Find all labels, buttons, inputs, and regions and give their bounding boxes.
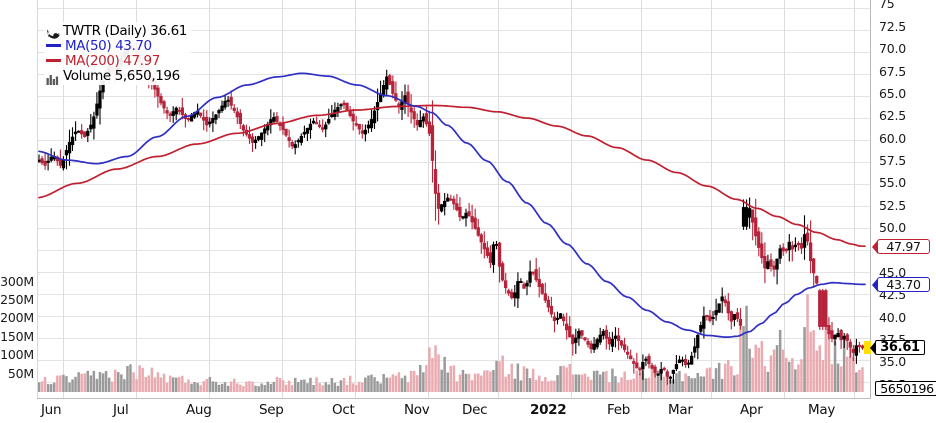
price-tick-75: 75 bbox=[879, 0, 895, 12]
time-tick-may: May bbox=[808, 402, 836, 418]
time-tick-mar: Mar bbox=[668, 402, 693, 418]
last-price-value: 36.61 bbox=[880, 340, 920, 356]
price-tick-50-0: 50.0 bbox=[879, 220, 907, 236]
plot-right-border bbox=[870, 0, 871, 398]
volume-tick-250M: 250M bbox=[0, 292, 34, 307]
volume-bars-icon bbox=[46, 70, 60, 85]
ma50-line bbox=[38, 72, 866, 338]
plot-area[interactable] bbox=[37, 0, 870, 398]
time-tick-sep: Sep bbox=[259, 402, 284, 418]
legend-ma200-label: MA(200) 47.97 bbox=[65, 52, 160, 69]
time-tick-feb: Feb bbox=[607, 402, 631, 418]
chart-legend: TWTR (Daily) 36.61 MA(50) 43.70 MA(200) … bbox=[44, 22, 191, 85]
volume-tick-100M: 100M bbox=[0, 347, 34, 363]
plot-bottom-border bbox=[37, 398, 871, 399]
volume-tick-200M: 200M bbox=[0, 310, 34, 326]
price-tick-72-5: 72.5 bbox=[879, 18, 907, 34]
time-tick-nov: Nov bbox=[404, 402, 430, 418]
legend-ma50-label: MA(50) 43.70 bbox=[65, 37, 152, 54]
legend-row-ma50[interactable]: MA(50) 43.70 bbox=[46, 37, 187, 54]
last-price-highlight bbox=[864, 341, 871, 355]
ma200-line bbox=[38, 104, 866, 248]
time-tick-aug: Aug bbox=[186, 402, 212, 418]
price-tick-55-0: 55.0 bbox=[879, 175, 907, 191]
plot-left-border bbox=[37, 0, 38, 398]
ma200-price-tag: 47.97 bbox=[872, 238, 930, 254]
ma50-price-tag: 43.70 bbox=[872, 276, 930, 292]
price-tick-40-0: 40.0 bbox=[879, 309, 907, 325]
price-tick-65-0: 65.0 bbox=[879, 85, 907, 101]
volume-tag-pointer-icon bbox=[875, 382, 876, 396]
volume-tick-150M: 150M bbox=[0, 328, 34, 344]
time-tick-apr: Apr bbox=[740, 402, 763, 418]
volume-bars bbox=[37, 294, 864, 392]
price-tick-62-5: 62.5 bbox=[879, 108, 907, 124]
legend-row-symbol[interactable]: TWTR (Daily) 36.61 bbox=[46, 22, 187, 39]
ma200-tag-value: 47.97 bbox=[886, 238, 921, 254]
volume-tick-50M: 50M bbox=[7, 365, 34, 381]
last-price-tag: 36.61 bbox=[870, 340, 925, 356]
ma200-tag-pointer-icon bbox=[872, 239, 878, 254]
ma50-tag-pointer-icon bbox=[872, 277, 878, 292]
time-tick-2022: 2022 bbox=[530, 402, 567, 418]
ma50-tag-value: 43.70 bbox=[886, 276, 921, 292]
price-tick-70-0: 70.0 bbox=[879, 41, 907, 57]
moving-average-lines bbox=[38, 72, 866, 338]
time-tick-jul: Jul bbox=[113, 402, 129, 418]
time-tick-oct: Oct bbox=[332, 402, 355, 418]
ma50-color-swatch-icon bbox=[46, 44, 61, 47]
ma200-color-swatch-icon bbox=[46, 59, 61, 62]
volume-tick-300M: 300M bbox=[0, 273, 34, 289]
price-tick-52-5: 52.5 bbox=[879, 197, 907, 213]
volume-value-tag: 5650196 bbox=[875, 381, 936, 396]
legend-row-ma200[interactable]: MA(200) 47.97 bbox=[46, 52, 187, 69]
twitter-bird-icon bbox=[46, 25, 60, 39]
legend-volume-label: Volume 5,650,196 bbox=[63, 67, 180, 84]
price-tag-pointer-icon bbox=[870, 341, 876, 356]
time-tick-dec: Dec bbox=[462, 402, 488, 418]
price-tick-67-5: 67.5 bbox=[879, 63, 907, 79]
price-tick-57-5: 57.5 bbox=[879, 152, 907, 168]
legend-row-volume[interactable]: Volume 5,650,196 bbox=[46, 67, 187, 85]
legend-symbol-label: TWTR (Daily) 36.61 bbox=[63, 22, 187, 39]
price-tick-60-0: 60.0 bbox=[879, 130, 907, 146]
time-tick-jun: Jun bbox=[41, 402, 62, 418]
volume-tag-value: 5650196 bbox=[880, 381, 934, 396]
price-tick-45-0: 45.0 bbox=[879, 264, 907, 280]
price-tick-35-0: 35.0 bbox=[879, 354, 907, 370]
